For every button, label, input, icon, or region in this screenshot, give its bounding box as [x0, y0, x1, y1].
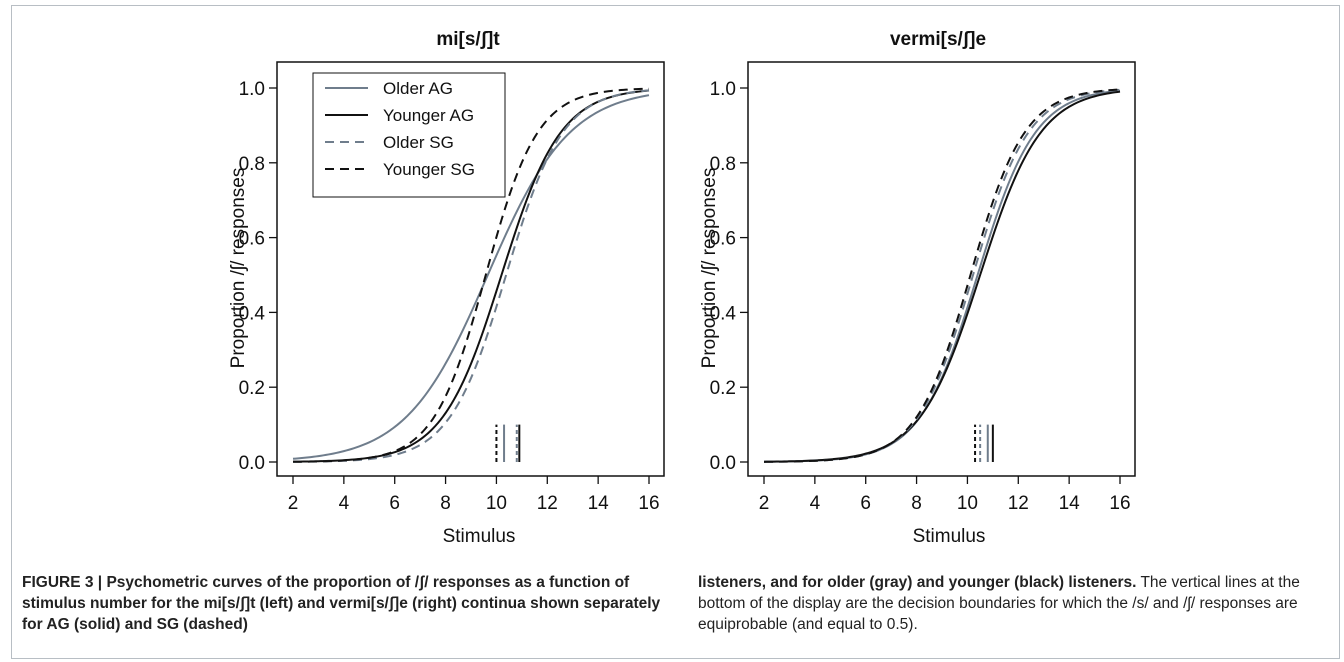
legend-box	[312, 72, 506, 198]
chart-title-left: mi[s/ʃ]t	[436, 29, 500, 50]
boundaries-left	[495, 424, 521, 462]
figure-caption-left: FIGURE 3 | Psychometric curves of the pr…	[22, 572, 672, 635]
series-line-right-older-ag	[763, 89, 1121, 463]
legend-label-older-ag: Older AG	[383, 79, 453, 98]
chart-panel-right: vermi[s/ʃ]e Proportion /ʃ/ responses Sti…	[699, 29, 1136, 547]
y-tick-label-right-0.4: 0.4	[710, 303, 737, 324]
legend-label-younger-sg: Younger SG	[383, 160, 475, 179]
x-tick-label-left-6: 6	[389, 493, 400, 514]
series-line-right-younger-sg	[763, 88, 1121, 463]
y-tick-label-left-0.6: 0.6	[239, 229, 265, 250]
y-tick-label-left-0.0: 0.0	[239, 453, 265, 474]
x-tick-label-left-8: 8	[440, 493, 451, 514]
y-tick-label-right-0.6: 0.6	[710, 229, 736, 250]
legend-label-younger-ag: Younger AG	[383, 106, 474, 125]
y-tick-label-right-0.2: 0.2	[710, 378, 736, 399]
caption-bold-continued: listeners, and for older (gray) and youn…	[698, 574, 1137, 591]
x-tick-label-right-2: 2	[759, 493, 770, 514]
plot-area-frame-right	[747, 61, 1136, 477]
x-tick-label-right-16: 16	[1109, 493, 1130, 514]
x-tick-label-right-6: 6	[860, 493, 871, 514]
series-line-left-younger-sg	[292, 87, 650, 463]
y-tick-label-right-1.0: 1.0	[710, 79, 736, 100]
x-tick-label-right-12: 12	[1008, 493, 1029, 514]
x-axis-label-right: Stimulus	[913, 526, 986, 547]
x-tick-label-right-14: 14	[1059, 493, 1081, 514]
x-tick-label-left-4: 4	[339, 493, 350, 514]
legend: Older AG Younger AG Older SG Younger SG	[312, 72, 506, 198]
chart-title-right: vermi[s/ʃ]e	[890, 29, 986, 50]
y-tick-label-left-0.8: 0.8	[239, 154, 265, 175]
x-tick-label-right-8: 8	[911, 493, 922, 514]
y-axis-label-left: Proportion /ʃ/ responses	[228, 168, 249, 369]
figure-caption-right: listeners, and for older (gray) and youn…	[698, 572, 1338, 635]
y-tick-label-left-0.4: 0.4	[239, 303, 266, 324]
y-tick-label-right-0.0: 0.0	[710, 453, 736, 474]
caption-figure-label: FIGURE 3 |	[22, 574, 107, 591]
series-line-right-older-sg	[763, 88, 1121, 463]
y-axis-label-right: Proportion /ʃ/ responses	[699, 168, 720, 369]
x-tick-label-left-12: 12	[537, 493, 558, 514]
x-tick-label-right-10: 10	[957, 493, 978, 514]
series-line-right-younger-ag	[763, 90, 1121, 463]
series-line-left-older-sg	[292, 89, 650, 463]
y-tick-label-left-0.2: 0.2	[239, 378, 265, 399]
y-tick-label-left-1.0: 1.0	[239, 79, 265, 100]
chart-panel-left: mi[s/ʃ]t Proportion /ʃ/ responses Stimul…	[228, 29, 665, 547]
plot-area-frame-left	[276, 61, 665, 477]
x-axis-label-left: Stimulus	[443, 526, 516, 547]
caption-body-text: The vertical lines at the bottom of the …	[698, 574, 1300, 633]
ticks-left: 2 4 6 8 10 12 14 16 0.0 0.2 0.4 0.6 0.8 1.0	[239, 79, 660, 514]
boundaries-right	[974, 424, 994, 462]
caption-bold-text: Psychometric curves of the proportion of…	[22, 574, 661, 633]
x-tick-label-left-14: 14	[588, 493, 610, 514]
curves-right	[763, 88, 1121, 463]
x-tick-label-left-16: 16	[638, 493, 659, 514]
x-tick-label-left-2: 2	[288, 493, 299, 514]
x-tick-label-right-4: 4	[810, 493, 821, 514]
psychometric-charts: mi[s/ʃ]t Proportion /ʃ/ responses Stimul…	[228, 29, 1136, 547]
ticks-right: 2 4 6 8 10 12 14 16 0.0 0.2 0.4 0.6 0.8 1.0	[710, 79, 1131, 514]
y-tick-label-right-0.8: 0.8	[710, 154, 736, 175]
curves-left	[292, 87, 650, 463]
series-line-left-older-ag	[292, 94, 650, 460]
x-tick-label-left-10: 10	[486, 493, 507, 514]
legend-label-older-sg: Older SG	[383, 133, 454, 152]
